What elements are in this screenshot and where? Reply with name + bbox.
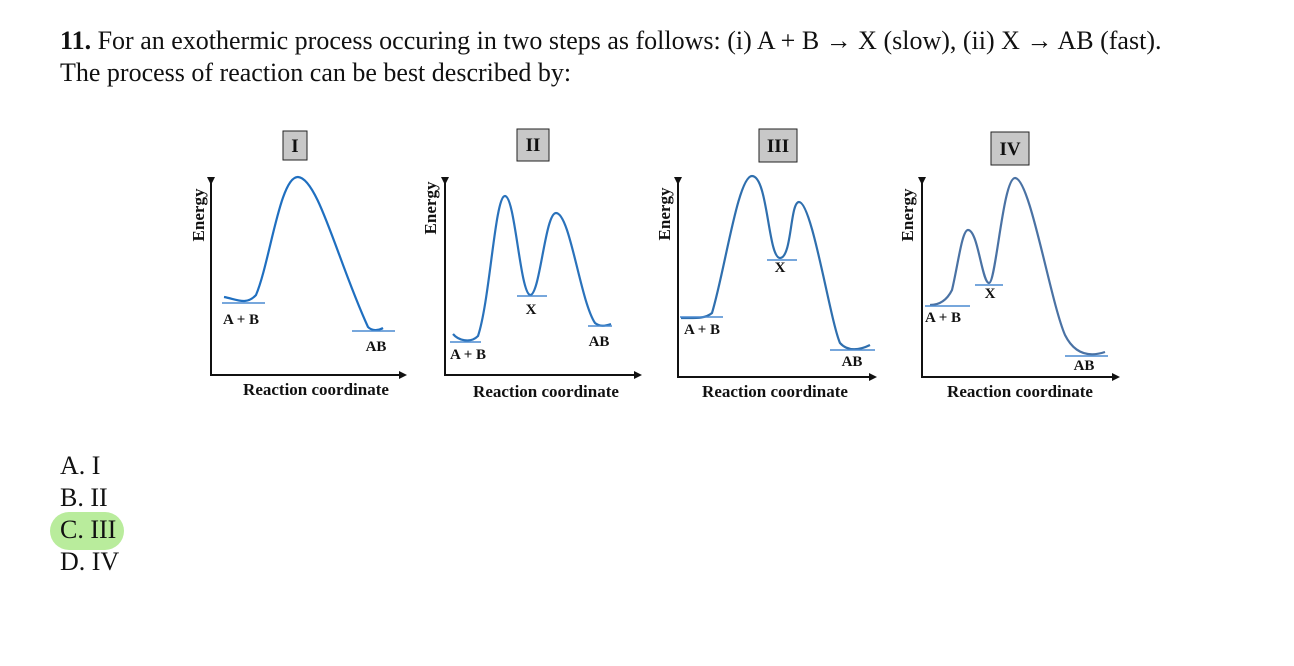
x-axis-label: Reaction coordinate: [473, 382, 619, 401]
species-label: AB: [1074, 358, 1095, 374]
diagram-label: IV: [999, 139, 1020, 160]
species-label: X: [985, 286, 996, 302]
energy-curve: [452, 194, 612, 342]
diagram-label: III: [767, 136, 789, 157]
question-line: The process of reaction can be best desc…: [60, 58, 572, 87]
species-label: AB: [842, 354, 863, 370]
species-label: A + B: [450, 347, 486, 363]
question-text: For an exothermic process occuring in tw…: [97, 26, 1162, 55]
y-axis-label: Energy: [898, 188, 917, 241]
y-axis-label: Energy: [421, 181, 440, 234]
question-line: 11. For an exothermic process occuring i…: [60, 25, 1161, 56]
species-label: AB: [366, 339, 387, 355]
y-axis-label: Energy: [655, 187, 674, 240]
axes: [918, 177, 1120, 381]
energy-curve: [929, 176, 1106, 356]
species-label: A + B: [925, 310, 961, 326]
label-box: [758, 128, 798, 163]
species-label: AB: [589, 334, 610, 350]
x-axis-label: Reaction coordinate: [702, 382, 848, 401]
option[interactable]: C. III: [49, 512, 125, 550]
species-label: A + B: [684, 322, 720, 338]
label-box: [516, 128, 550, 162]
diagram: III Energy Reaction coordinate A + B X A…: [655, 128, 877, 401]
option[interactable]: A. I: [60, 451, 101, 480]
option[interactable]: B. II: [60, 483, 108, 512]
axes: [441, 177, 642, 379]
diagram: I Energy Reaction coordinate A + B AB: [189, 130, 407, 399]
axes: [207, 177, 407, 379]
energy-curve: [680, 174, 871, 351]
question-number: 11.: [60, 26, 92, 55]
axes: [674, 177, 877, 381]
label-box: [282, 130, 308, 161]
energy-curve: [223, 175, 384, 332]
species-label: A + B: [223, 312, 259, 328]
species-label: X: [526, 302, 537, 318]
x-axis-label: Reaction coordinate: [947, 382, 1093, 401]
x-axis-label: Reaction coordinate: [243, 380, 389, 399]
y-axis-label: Energy: [189, 188, 208, 241]
diagram-label: II: [526, 135, 541, 156]
diagram: II Energy Reaction coordinate A + B X AB: [421, 128, 642, 401]
species-label: X: [775, 260, 786, 276]
option[interactable]: D. IV: [60, 547, 120, 576]
options: A. I B. II C. III D. IV: [49, 450, 125, 578]
label-box: [990, 131, 1030, 166]
diagram: IV Energy Reaction coordinate A + B X AB: [898, 131, 1120, 401]
diagram-label: I: [291, 136, 298, 157]
